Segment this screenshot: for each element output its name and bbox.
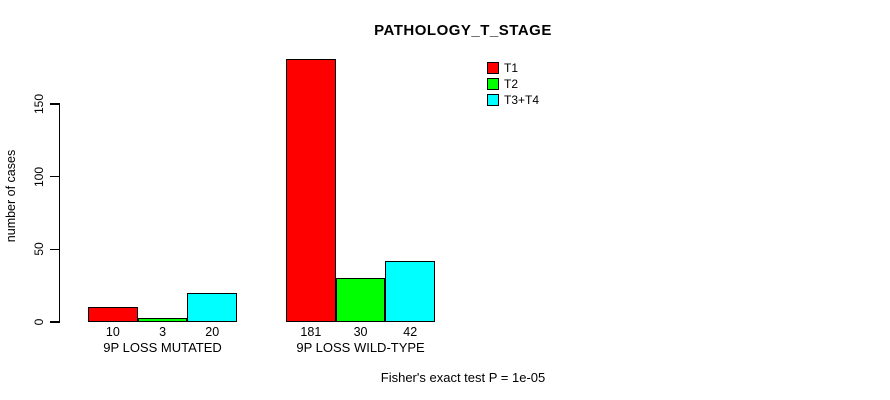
y-tick-label: 50 [32,242,46,257]
bar-value-label: 10 [105,325,120,339]
bar [335,278,386,322]
legend-swatch [487,94,499,106]
bar-value-label: 42 [403,325,418,339]
bar [187,292,238,322]
legend-swatch [487,78,499,90]
chart-title: PATHOLOGY_T_STAGE [374,22,552,39]
y-tick [50,175,60,178]
x-category-label: 9P LOSS WILD-TYPE [296,340,425,355]
y-tick-label: 150 [32,94,46,115]
statistical-test-annotation: Fisher's exact test P = 1e-05 [380,370,546,385]
bar-value-label: 181 [300,325,322,339]
bar-value-label: 20 [205,325,220,339]
legend-label: T2 [504,77,519,91]
y-tick-label: 100 [32,166,46,187]
bar [385,260,436,322]
bar-value-label: 3 [159,325,167,339]
y-axis-line [58,104,60,322]
y-tick [50,321,60,323]
bar [137,317,188,322]
y-tick-label: 0 [32,318,46,326]
legend-label: T1 [504,61,519,75]
legend-label: T3+T4 [504,93,540,107]
y-tick [50,248,60,251]
x-category-label: 9P LOSS MUTATED [103,340,222,355]
bar-value-label: 30 [353,325,368,339]
bar [88,307,138,322]
legend-swatch [487,62,499,74]
y-tick [50,103,60,105]
bar [286,59,336,322]
